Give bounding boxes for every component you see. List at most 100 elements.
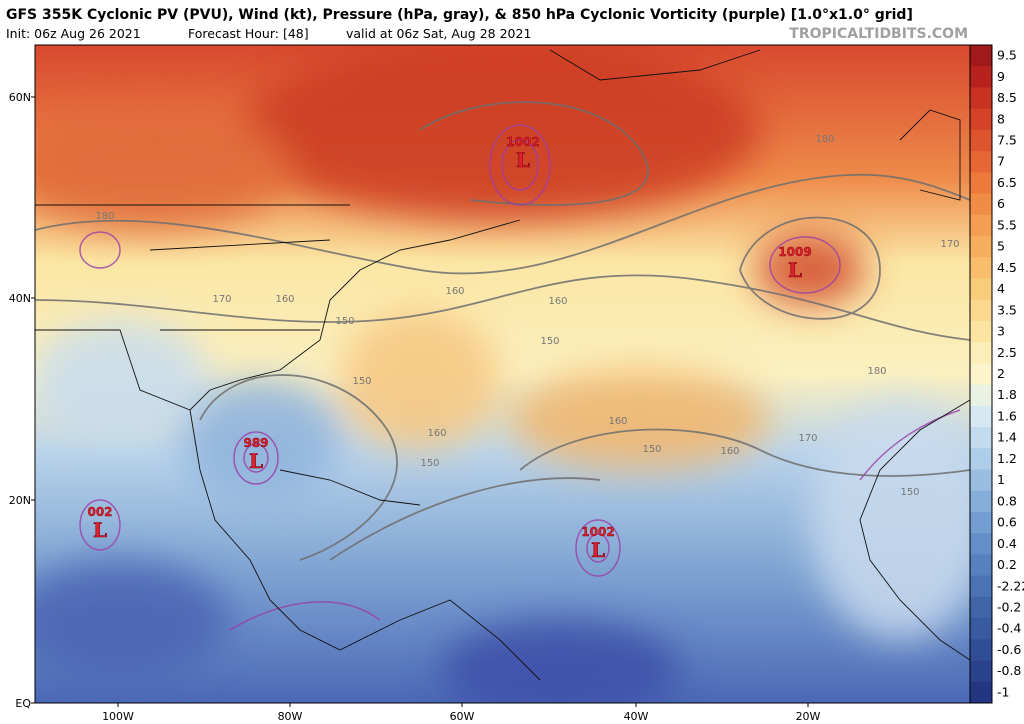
- low-symbol: L: [516, 148, 530, 172]
- colorbar-label: 0.4: [997, 536, 1017, 551]
- contour-label: 160: [445, 286, 464, 297]
- colorbar-swatch: [970, 384, 992, 407]
- contour-label: 170: [798, 433, 817, 444]
- low-symbol: L: [93, 518, 107, 542]
- colorbar-label: 1.8: [997, 387, 1017, 402]
- colorbar-label: 4.5: [997, 260, 1017, 275]
- colorbar-swatch: [970, 681, 992, 704]
- colorbar-label: 0.2: [997, 557, 1017, 572]
- map-area: [35, 45, 970, 703]
- contour-label: 150: [540, 336, 559, 347]
- contour-label: 160: [720, 446, 739, 457]
- low-pressure-value: 002: [87, 505, 112, 519]
- colorbar-label: 2.5: [997, 345, 1017, 360]
- colorbar-label: 6: [997, 196, 1005, 211]
- lon-label: 60W: [450, 710, 475, 723]
- colorbar-label: 2: [997, 366, 1005, 381]
- contour-label: 180: [95, 211, 114, 222]
- colorbar-label: 8.5: [997, 90, 1017, 105]
- colorbar-label: 1.4: [997, 430, 1017, 445]
- colorbar-label: 7.5: [997, 133, 1017, 148]
- lat-label: 60N: [9, 91, 31, 104]
- contour-label: 150: [900, 487, 919, 498]
- lat-label: EQ: [15, 697, 31, 710]
- lon-label: 80W: [278, 710, 303, 723]
- contour-label: 160: [427, 428, 446, 439]
- colorbar-swatch: [970, 151, 992, 173]
- colorbar-swatch: [970, 596, 992, 619]
- colorbar-label: 5.5: [997, 217, 1017, 232]
- colorbar: 9.5 9 8.5 8 7.5 7 6.5 6 5.5 5 4.5 4 3.5 3 2.5 2 1.8 1.6 1.…: [969, 44, 1024, 704]
- init-time: Init: 06z Aug 26 2021: [6, 26, 141, 41]
- colorbar-swatch: [970, 257, 992, 279]
- low-pressure-value: 989: [243, 436, 268, 450]
- colorbar-label: 7: [997, 154, 1005, 169]
- contour-label: 150: [420, 458, 439, 469]
- colorbar-label: 1: [997, 472, 1005, 487]
- lat-label: 20N: [9, 494, 31, 507]
- contour-label: 150: [335, 316, 354, 327]
- colorbar-swatch: [970, 172, 992, 195]
- colorbar-swatch: [970, 193, 992, 216]
- contour-label: 160: [608, 416, 627, 427]
- contour-label: 150: [352, 376, 371, 387]
- colorbar-swatch: [970, 363, 992, 386]
- colorbar-label: 4: [997, 281, 1005, 296]
- colorbar-label: 5: [997, 239, 1005, 254]
- colorbar-swatch: [970, 639, 992, 662]
- colorbar-label: -0.4: [997, 621, 1021, 636]
- contour-label: 170: [212, 294, 231, 305]
- colorbar-label: 0.8: [997, 493, 1017, 508]
- colorbar-label: -0.8: [997, 663, 1021, 678]
- contour-label: 150: [642, 444, 661, 455]
- lon-label: 20W: [796, 710, 821, 723]
- low-pressure-value: 1002: [581, 525, 614, 539]
- colorbar-swatch: [970, 299, 992, 322]
- colorbar-swatch: [970, 236, 992, 258]
- contour-label: 180: [867, 366, 886, 377]
- low-symbol: L: [788, 258, 802, 282]
- colorbar-label: 0.6: [997, 515, 1017, 530]
- colorbar-label: 8: [997, 111, 1005, 126]
- colorbar-swatch: [970, 129, 992, 152]
- colorbar-frame: [969, 44, 993, 704]
- colorbar-swatch: [970, 490, 992, 513]
- low-pressure-value: 1002: [506, 135, 539, 149]
- colorbar-swatch: [970, 342, 992, 364]
- lon-label: 40W: [624, 710, 649, 723]
- colorbar-label: 6.5: [997, 175, 1017, 190]
- colorbar-swatch: [970, 511, 992, 534]
- colorbar-label: -1: [997, 684, 1009, 699]
- colorbar-label: 1.6: [997, 408, 1017, 423]
- colorbar-label: 3.5: [997, 302, 1017, 317]
- forecast-hour: Forecast Hour: [48]: [188, 26, 309, 41]
- colorbar-label: -2.22: [997, 578, 1024, 593]
- colorbar-swatch: [970, 45, 992, 67]
- colorbar-swatch: [970, 575, 992, 598]
- colorbar-label: 1.2: [997, 451, 1017, 466]
- colorbar-swatch: [970, 427, 992, 449]
- colorbar-swatch: [970, 108, 992, 131]
- colorbar-swatch: [970, 618, 992, 640]
- lat-label: 40N: [9, 292, 31, 305]
- colorbar-swatch: [970, 533, 992, 555]
- colorbar-swatch: [970, 660, 992, 683]
- colorbar-swatch: [970, 469, 992, 492]
- contour-label: 170: [940, 239, 959, 250]
- colorbar-swatch: [970, 278, 992, 301]
- watermark: TROPICALTIDBITS.COM: [789, 26, 968, 42]
- colorbar-label: 3: [997, 324, 1005, 339]
- colorbar-swatch: [970, 87, 992, 110]
- colorbar-swatch: [970, 320, 992, 343]
- colorbar-label: -0.2: [997, 599, 1021, 614]
- colorbar-label: -0.6: [997, 642, 1021, 657]
- title: GFS 355K Cyclonic PV (PVU), Wind (kt), P…: [6, 7, 913, 23]
- low-symbol: L: [249, 449, 263, 473]
- colorbar-label: 9: [997, 69, 1005, 84]
- colorbar-swatch: [970, 554, 992, 577]
- colorbar-label: 9.5: [997, 48, 1017, 63]
- contour-label: 160: [275, 294, 294, 305]
- valid-time: valid at 06z Sat, Aug 28 2021: [346, 26, 531, 41]
